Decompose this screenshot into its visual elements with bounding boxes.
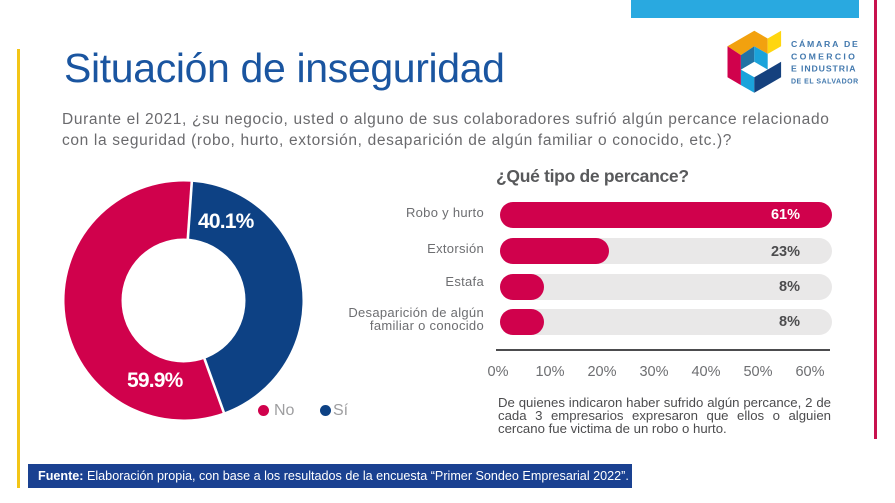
- svg-text:CÁMARA DE: CÁMARA DE: [791, 39, 860, 49]
- svg-text:DE EL SALVADOR: DE EL SALVADOR: [791, 79, 859, 86]
- svg-text:E INDUSTRIA: E INDUSTRIA: [791, 64, 856, 74]
- svg-text:COMERCIO: COMERCIO: [791, 51, 857, 61]
